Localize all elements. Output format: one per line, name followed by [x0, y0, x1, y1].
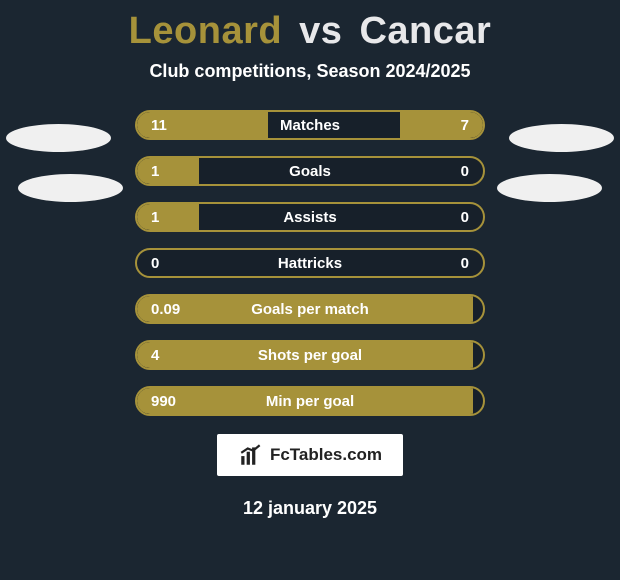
stat-value-left: 4: [137, 347, 207, 364]
player2-name: Cancar: [359, 10, 491, 52]
stat-row: 990Min per goal: [135, 386, 485, 416]
subtitle: Club competitions, Season 2024/2025: [0, 61, 620, 82]
stat-label: Shots per goal: [207, 347, 413, 364]
stat-row: 0Hattricks0: [135, 248, 485, 278]
chart-icon: [238, 442, 264, 468]
player1-name: Leonard: [129, 10, 282, 52]
page-title: Leonard vs Cancar: [0, 0, 620, 53]
comparison-card: Leonard vs Cancar Club competitions, Sea…: [0, 0, 620, 580]
team-badge-right: [509, 124, 614, 152]
stat-value-left: 1: [137, 163, 207, 180]
team-badge-right: [497, 174, 602, 202]
stat-value-right: 0: [413, 209, 483, 226]
stat-value-right: 7: [413, 117, 483, 134]
stat-label: Hattricks: [207, 255, 413, 272]
team-badge-left: [18, 174, 123, 202]
stat-value-left: 990: [137, 393, 207, 410]
stat-row: 1Assists0: [135, 202, 485, 232]
stat-row: 1Goals0: [135, 156, 485, 186]
stat-label: Goals per match: [207, 301, 413, 318]
stat-row: 4Shots per goal: [135, 340, 485, 370]
stat-label: Matches: [207, 117, 413, 134]
stat-value-right: 0: [413, 255, 483, 272]
source-logo: FcTables.com: [215, 432, 405, 478]
stat-row: 0.09Goals per match: [135, 294, 485, 324]
date-label: 12 january 2025: [0, 498, 620, 519]
team-badge-left: [6, 124, 111, 152]
stat-value-left: 0.09: [137, 301, 207, 318]
stat-label: Min per goal: [207, 393, 413, 410]
logo-text: FcTables.com: [270, 445, 382, 465]
stat-value-left: 1: [137, 209, 207, 226]
stat-label: Goals: [207, 163, 413, 180]
stat-row: 11Matches7: [135, 110, 485, 140]
stat-rows: 11Matches71Goals01Assists00Hattricks00.0…: [135, 110, 485, 416]
stat-value-left: 11: [137, 117, 207, 134]
stat-value-left: 0: [137, 255, 207, 272]
vs-label: vs: [299, 10, 342, 52]
stat-label: Assists: [207, 209, 413, 226]
stat-value-right: 0: [413, 163, 483, 180]
stats-area: 11Matches71Goals01Assists00Hattricks00.0…: [0, 110, 620, 519]
